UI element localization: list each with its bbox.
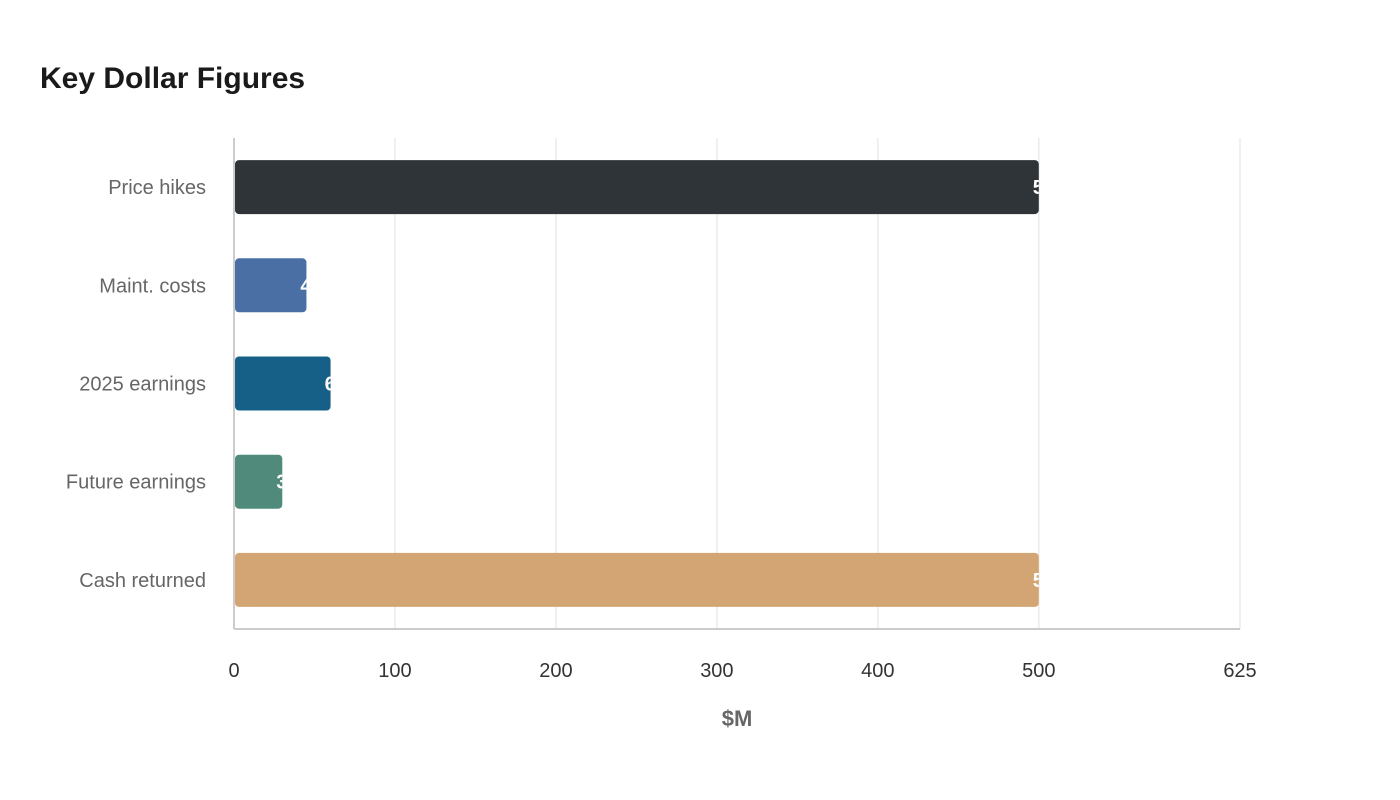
bar xyxy=(235,356,331,411)
x-axis-title: $M xyxy=(722,706,753,731)
x-tick-label: 300 xyxy=(700,660,733,682)
bar xyxy=(235,454,283,509)
bar-value-label: 3 xyxy=(276,472,287,494)
category-labels: Price hikes Maint. costs 2025 earnings Futu… xyxy=(66,177,206,592)
bars xyxy=(235,160,1039,607)
category-label: Price hikes xyxy=(108,177,206,199)
bar-value-label: 5 xyxy=(1033,570,1044,592)
x-tick-label: 0 xyxy=(228,660,239,682)
value-labels: 5 4 6 3 5 xyxy=(276,177,1044,592)
bar-value-label: 6 xyxy=(325,374,336,396)
x-tick-label: 625 xyxy=(1223,660,1256,682)
bar xyxy=(235,552,1039,607)
category-label: Maint. costs xyxy=(99,275,206,297)
chart-title: Key Dollar Figures xyxy=(40,62,306,95)
x-tick-labels: 0 100 200 300 400 500 625 xyxy=(228,660,1256,682)
bar-value-label: 5 xyxy=(1033,177,1044,199)
category-label: Cash returned xyxy=(79,570,206,592)
x-tick-label: 100 xyxy=(378,660,411,682)
bar xyxy=(235,160,1039,215)
bar xyxy=(235,258,307,313)
category-label: Future earnings xyxy=(66,472,206,494)
x-tick-label: 400 xyxy=(861,660,894,682)
x-tick-label: 500 xyxy=(1022,660,1055,682)
category-label: 2025 earnings xyxy=(79,374,206,396)
x-tick-label: 200 xyxy=(539,660,572,682)
axes xyxy=(233,138,1240,630)
bar-value-label: 4 xyxy=(300,275,312,297)
